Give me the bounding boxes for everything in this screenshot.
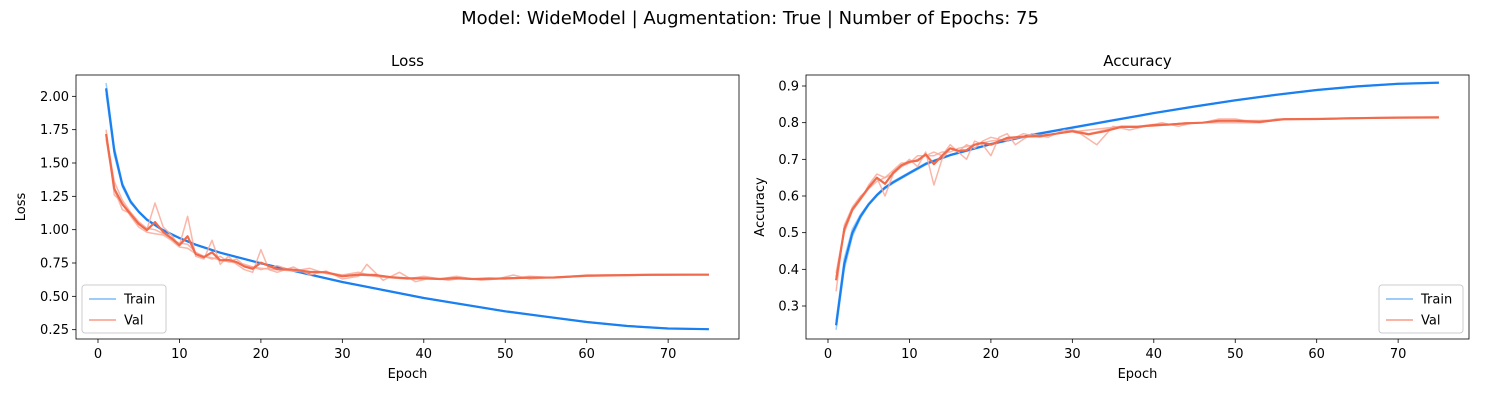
loss-val-run-1-line xyxy=(105,138,709,283)
accuracy-y-axis-label: Accuracy xyxy=(753,177,768,237)
loss-x-axis-label: Epoch xyxy=(388,367,428,382)
loss-legend: Train Val xyxy=(81,284,167,334)
accuracy-plot-area xyxy=(835,81,1439,330)
loss-y-tick-label: 1.00 xyxy=(40,223,69,238)
loss-train-run-1-line xyxy=(105,82,709,330)
loss-legend-label-val: Val xyxy=(124,314,143,329)
loss-val-mean-line xyxy=(105,133,709,281)
accuracy-legend-box xyxy=(1378,284,1464,334)
accuracy-y-tick-label: 0.4 xyxy=(778,263,799,278)
loss-x-tick-label: 70 xyxy=(660,347,677,362)
accuracy-y-tick-label: 0.5 xyxy=(778,226,799,241)
loss-x-tick-label: 30 xyxy=(334,347,351,362)
accuracy-x-tick-label: 20 xyxy=(983,347,1000,362)
accuracy-legend-label-val: Val xyxy=(1421,314,1440,329)
loss-axes-frame xyxy=(75,74,740,340)
loss-y-tick-label: 1.50 xyxy=(40,157,69,172)
accuracy-x-tick-label: 70 xyxy=(1390,347,1407,362)
accuracy-y-tick-label: 0.3 xyxy=(778,300,799,315)
loss-x-tick-label: 10 xyxy=(171,347,188,362)
accuracy-axes-frame xyxy=(805,74,1470,340)
accuracy-train-run-1-line xyxy=(835,82,1439,330)
loss-y-tick-label: 1.25 xyxy=(40,190,69,205)
loss-legend-box xyxy=(81,284,167,334)
loss-y-axis-label: Loss xyxy=(14,193,29,222)
accuracy-val-mean-line xyxy=(835,116,1439,281)
loss-panel: Loss Epoch Loss 0 10 20 30 40 50 60 70 0.25 0.50 0.75… xyxy=(14,52,740,382)
loss-y-tick-label: 0.75 xyxy=(40,257,69,272)
loss-x-tick-label: 0 xyxy=(94,347,102,362)
accuracy-x-tick-label: 10 xyxy=(901,347,918,362)
loss-train-mean-line xyxy=(105,88,709,331)
accuracy-y-tick-label: 0.8 xyxy=(778,116,799,131)
accuracy-y-tick-label: 0.9 xyxy=(778,80,799,95)
accuracy-val-run-3-line xyxy=(835,116,1439,274)
loss-x-tick-label: 20 xyxy=(253,347,270,362)
accuracy-val-run-2-line xyxy=(835,116,1439,277)
accuracy-x-axis-label: Epoch xyxy=(1118,367,1158,382)
loss-x-tick-label: 40 xyxy=(416,347,433,362)
loss-x-tick-label: 50 xyxy=(497,347,514,362)
loss-y-tick-label: 0.25 xyxy=(40,323,69,338)
loss-plot-area xyxy=(105,82,709,331)
accuracy-title: Accuracy xyxy=(1103,52,1172,70)
accuracy-val-run-1-line xyxy=(835,117,1439,292)
figure-suptitle: Model: WideModel | Augmentation: True | … xyxy=(461,8,1039,29)
accuracy-x-tick-label: 40 xyxy=(1146,347,1163,362)
loss-title: Loss xyxy=(391,52,424,70)
accuracy-legend-label-train: Train xyxy=(1420,293,1452,308)
accuracy-x-tick-label: 30 xyxy=(1064,347,1081,362)
accuracy-x-tick-label: 0 xyxy=(824,347,832,362)
accuracy-legend: Train Val xyxy=(1378,284,1464,334)
loss-y-tick-label: 2.00 xyxy=(40,90,69,105)
accuracy-x-tick-label: 60 xyxy=(1308,347,1325,362)
accuracy-y-tick-label: 0.7 xyxy=(778,153,799,168)
accuracy-y-tick-label: 0.6 xyxy=(778,190,799,205)
loss-y-tick-label: 1.75 xyxy=(40,123,69,138)
loss-x-tick-label: 60 xyxy=(578,347,595,362)
loss-legend-label-train: Train xyxy=(123,293,155,308)
loss-y-tick-label: 0.50 xyxy=(40,290,69,305)
accuracy-x-tick-label: 50 xyxy=(1227,347,1244,362)
accuracy-panel: Accuracy Epoch Accuracy 0 10 20 30 40 50 60 70 0.3 0… xyxy=(753,52,1470,382)
